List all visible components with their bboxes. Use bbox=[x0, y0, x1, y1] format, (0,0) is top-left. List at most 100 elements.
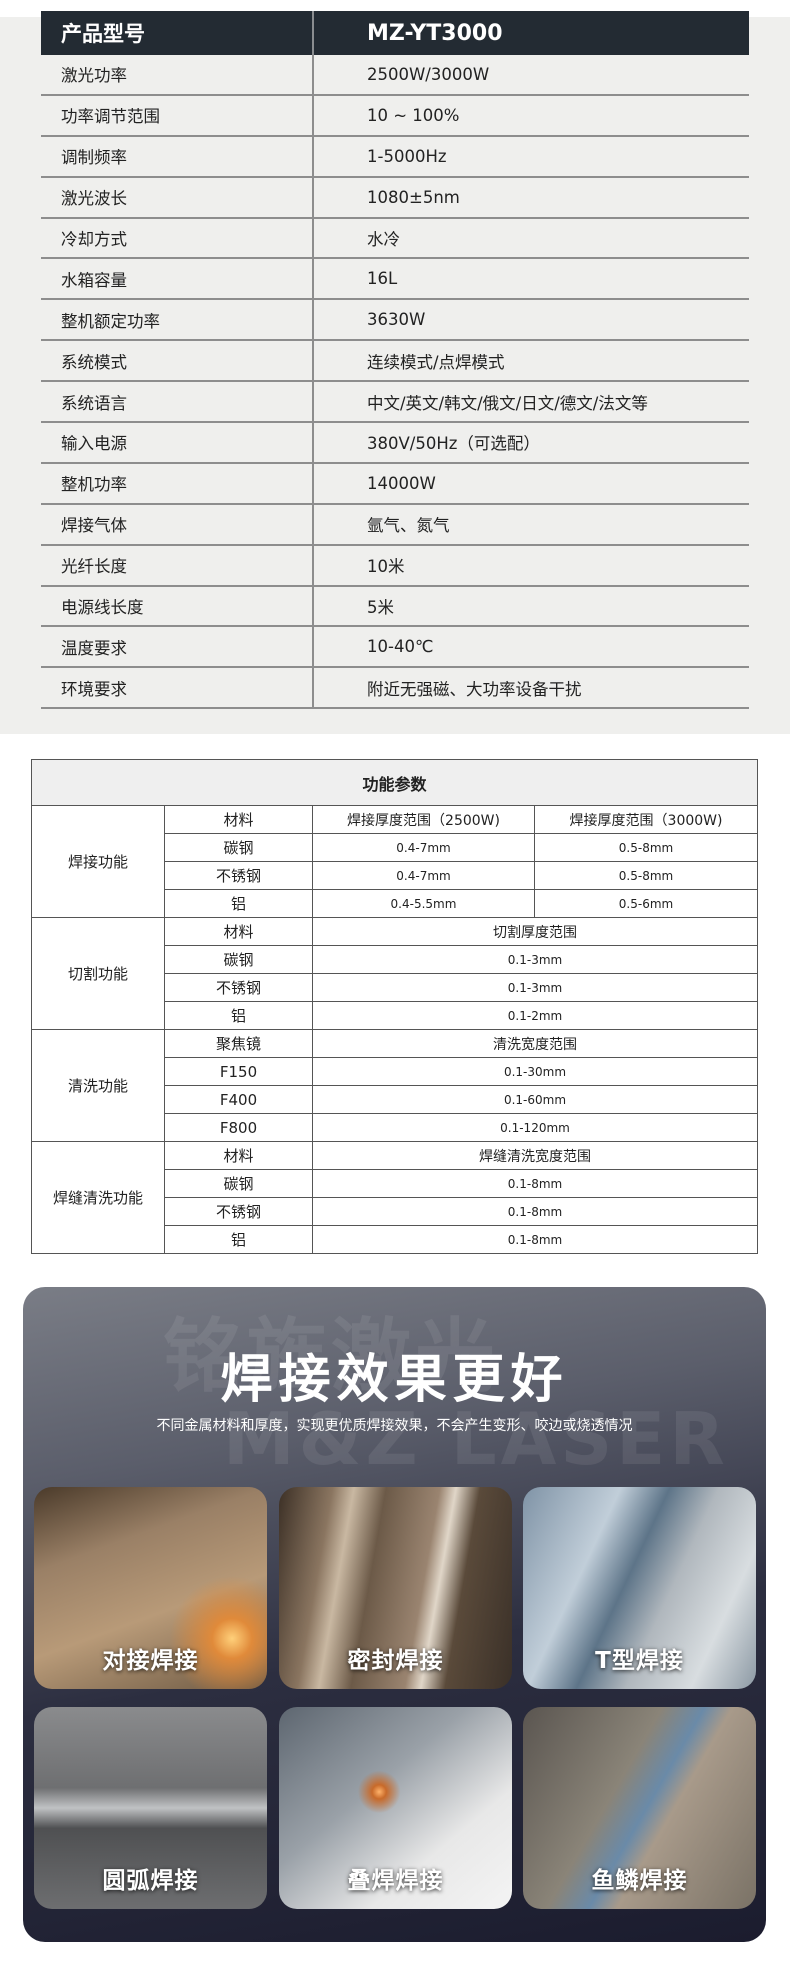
spec-label: 电源线长度 bbox=[41, 586, 314, 626]
material-cell: F800 bbox=[164, 1113, 313, 1142]
value-cell: 0.4-7mm bbox=[312, 833, 535, 862]
value-cell: 0.1-3mm bbox=[312, 973, 758, 1002]
spec-row: 系统模式 连续模式/点焊模式 bbox=[41, 341, 749, 383]
column-header: 焊接厚度范围（3000W) bbox=[534, 805, 758, 834]
spec-value: 10米 bbox=[367, 557, 405, 577]
value-cell: 0.1-120mm bbox=[312, 1113, 758, 1142]
spec-value: 连续模式/点焊模式 bbox=[367, 352, 505, 372]
function-row: 清洗功能 聚焦镜 清洗宽度范围 bbox=[31, 1029, 758, 1142]
spec-label: 激光波长 bbox=[41, 177, 314, 217]
spec-label: 冷却方式 bbox=[41, 218, 314, 258]
function-row: F150 0.1-30mm bbox=[32, 1057, 758, 1086]
spec-label: 整机额定功率 bbox=[41, 300, 314, 340]
column-header: 聚焦镜 bbox=[164, 1029, 313, 1058]
function-row: 铝 0.1-8mm bbox=[32, 1225, 758, 1254]
material-cell: F400 bbox=[164, 1085, 313, 1114]
spec-label: 调制频率 bbox=[41, 136, 314, 176]
spec-row: 冷却方式 水冷 bbox=[41, 218, 749, 260]
spec-value: 1-5000Hz bbox=[367, 146, 447, 166]
value-cell: 0.5-6mm bbox=[534, 889, 758, 918]
material-cell: 碳钢 bbox=[164, 945, 313, 974]
tile-label: 对接焊接 bbox=[102, 1648, 199, 1674]
spec-row: 整机功率 14000W bbox=[41, 463, 749, 505]
spec-value: 3630W bbox=[367, 310, 426, 330]
function-group-label: 清洗功能 bbox=[31, 1029, 165, 1142]
spec-label: 温度要求 bbox=[41, 627, 314, 667]
value-cell: 0.1-2mm bbox=[312, 1001, 758, 1030]
tile-fishscale-welding: 鱼鳞焊接 bbox=[523, 1707, 756, 1909]
spec-header-label: 产品型号 bbox=[41, 11, 314, 55]
column-header: 切割厚度范围 bbox=[312, 917, 758, 946]
spec-row: 激光波长 1080±5nm bbox=[41, 177, 749, 219]
banner-title: 焊接效果更好 bbox=[220, 1350, 569, 1410]
column-header: 材料 bbox=[164, 805, 313, 834]
spec-section: 产品型号 MZ-YT3000 激光功率 2500W/3000W 功率调节范围 10 ~… bbox=[0, 0, 790, 734]
function-row: 碳钢 0.4-7mm 0.5-8mm bbox=[32, 833, 758, 862]
value-cell: 0.5-8mm bbox=[534, 833, 758, 862]
spec-value: 2500W/3000W bbox=[367, 64, 490, 84]
material-cell: 不锈钢 bbox=[164, 973, 313, 1002]
spec-value: 10-40℃ bbox=[367, 637, 434, 657]
spec-value: 14000W bbox=[367, 473, 436, 493]
material-cell: 铝 bbox=[164, 889, 313, 918]
material-cell: 铝 bbox=[164, 1225, 313, 1254]
spec-row: 功率调节范围 10 ~ 100% bbox=[41, 95, 749, 137]
material-cell: 碳钢 bbox=[164, 1169, 313, 1198]
column-header: 焊缝清洗宽度范围 bbox=[312, 1141, 758, 1170]
function-row: F400 0.1-60mm bbox=[32, 1085, 758, 1114]
material-cell: 碳钢 bbox=[164, 833, 313, 862]
value-cell: 0.4-5.5mm bbox=[312, 889, 535, 918]
spec-label: 整机功率 bbox=[41, 463, 314, 503]
spec-row: 调制频率 1-5000Hz bbox=[41, 136, 749, 178]
spec-value: 中文/英文/韩文/俄文/日文/德文/法文等 bbox=[367, 393, 648, 413]
welding-effect-banner: 铭旌激光 M&Z LASER 焊接效果更好 不同金属材料和厚度，实现更优质焊接效果… bbox=[23, 1287, 766, 1942]
value-cell: 0.1-60mm bbox=[312, 1085, 758, 1114]
spec-label: 系统模式 bbox=[41, 341, 314, 381]
spec-label: 激光功率 bbox=[41, 55, 314, 94]
function-params-table: 功能参数 焊接功能 材料 焊接厚度范围（2500W) 焊接厚度范围（3000W) 碳钢 0… bbox=[31, 759, 758, 1254]
spec-row: 温度要求 10-40℃ bbox=[41, 627, 749, 669]
value-cell: 0.4-7mm bbox=[312, 861, 535, 890]
column-header: 材料 bbox=[164, 917, 313, 946]
value-cell: 0.1-3mm bbox=[312, 945, 758, 974]
tile-label: T型焊接 bbox=[595, 1648, 684, 1674]
spec-label: 系统语言 bbox=[41, 382, 314, 422]
value-cell: 0.1-8mm bbox=[312, 1225, 758, 1254]
function-row: 焊接功能 材料 焊接厚度范围（2500W) 焊接厚度范围（3000W) bbox=[31, 805, 758, 918]
spec-table: 产品型号 MZ-YT3000 激光功率 2500W/3000W 功率调节范围 10 ~… bbox=[41, 11, 749, 710]
function-table-title: 功能参数 bbox=[31, 759, 758, 806]
spec-label: 光纤长度 bbox=[41, 545, 314, 585]
function-group-label: 切割功能 bbox=[31, 917, 165, 1030]
tile-seal-welding: 密封焊接 bbox=[279, 1487, 512, 1689]
column-header: 清洗宽度范围 bbox=[312, 1029, 758, 1058]
spec-value: 16L bbox=[367, 269, 398, 289]
tile-label: 圆弧焊接 bbox=[102, 1868, 199, 1894]
value-cell: 0.1-8mm bbox=[312, 1197, 758, 1226]
function-row: 碳钢 0.1-8mm bbox=[32, 1169, 758, 1198]
spec-row: 整机额定功率 3630W bbox=[41, 300, 749, 342]
spec-row: 激光功率 2500W/3000W bbox=[41, 55, 749, 96]
spec-label: 焊接气体 bbox=[41, 504, 314, 544]
function-row: 铝 0.1-2mm bbox=[32, 1001, 758, 1030]
column-header: 焊接厚度范围（2500W) bbox=[312, 805, 535, 834]
spec-row: 输入电源 380V/50Hz（可选配） bbox=[41, 423, 749, 464]
function-row: 碳钢 0.1-3mm bbox=[32, 945, 758, 974]
spec-value: 水冷 bbox=[367, 230, 400, 249]
tile-label: 鱼鳞焊接 bbox=[591, 1868, 688, 1894]
banner-subtitle: 不同金属材料和厚度，实现更优质焊接效果，不会产生变形、咬边或烧透情况 bbox=[156, 1418, 633, 1434]
spec-label: 功率调节范围 bbox=[41, 95, 314, 135]
tile-butt-welding: 对接焊接 bbox=[34, 1487, 267, 1689]
value-cell: 0.1-30mm bbox=[312, 1057, 758, 1086]
spec-header-row: 产品型号 MZ-YT3000 bbox=[41, 11, 749, 55]
tile-lap-welding: 叠焊焊接 bbox=[279, 1707, 512, 1909]
function-group-label: 焊接功能 bbox=[31, 805, 165, 918]
tile-arc-welding: 圆弧焊接 bbox=[34, 1707, 267, 1909]
spec-row: 水箱容量 16L bbox=[41, 259, 749, 301]
spec-value: 5米 bbox=[367, 598, 394, 618]
brand-watermark-logo: 铭旌激光 M&Z LASER bbox=[163, 1310, 729, 1481]
spec-value: 1080±5nm bbox=[367, 187, 460, 207]
column-header: 材料 bbox=[164, 1141, 313, 1170]
spec-label: 输入电源 bbox=[41, 423, 314, 462]
value-cell: 0.1-8mm bbox=[312, 1169, 758, 1198]
spec-value: 附近无强磁、大功率设备干扰 bbox=[367, 679, 582, 699]
